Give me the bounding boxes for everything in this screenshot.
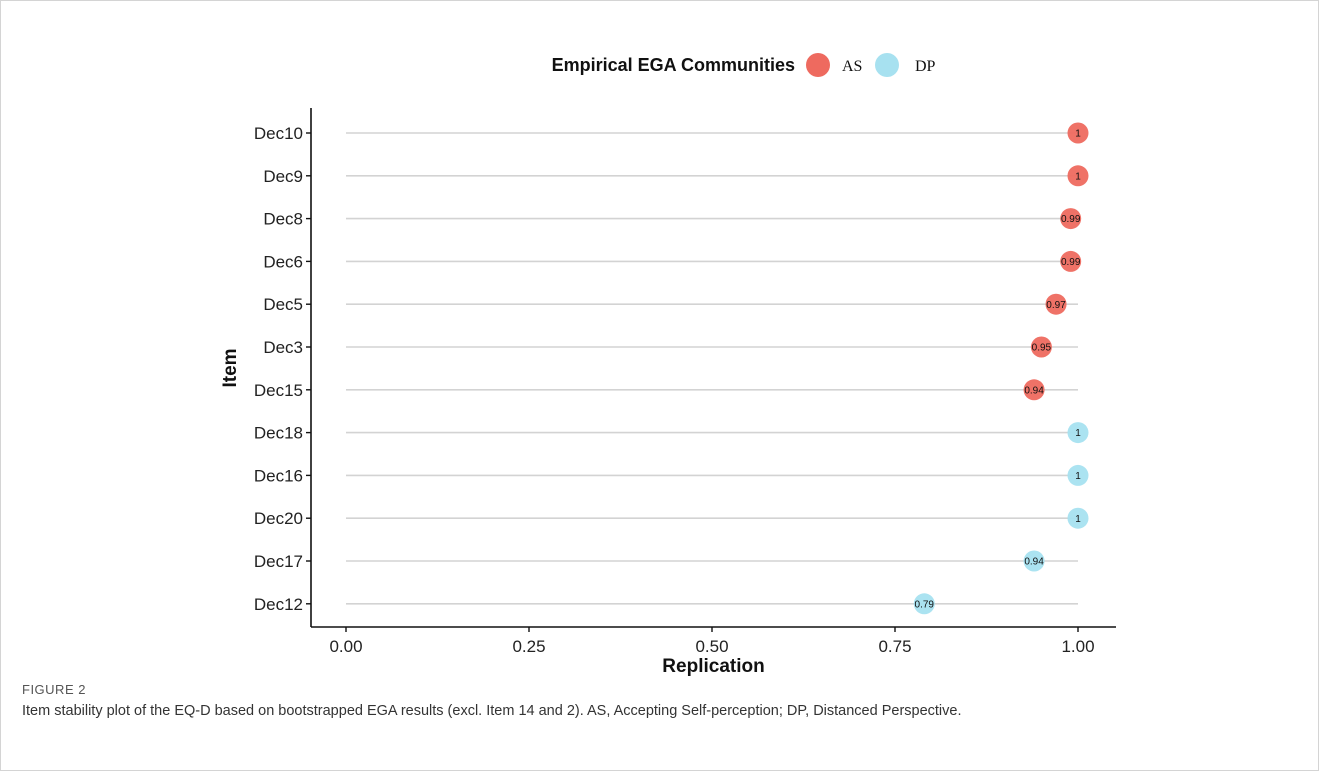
data-label: 0.79 [915,599,935,610]
data-label: 0.95 [1032,343,1052,354]
data-label: 0.97 [1046,300,1066,311]
data-point-dec10 [1067,122,1089,144]
y-tick-label: Dec6 [263,252,303,271]
data-label: 1 [1075,428,1081,439]
data-label: 0.94 [1024,385,1044,396]
x-axis-title: Replication [662,656,764,677]
y-tick-label: Dec12 [254,595,303,614]
figure-caption: Item stability plot of the EQ-D based on… [22,703,962,719]
legend-title: Empirical EGA Communities [552,55,795,75]
y-tick-label: Dec16 [254,466,303,485]
y-tick-label: Dec15 [254,381,303,400]
data-label: 0.99 [1061,214,1081,225]
y-tick-label: Dec8 [263,210,303,229]
data-point-dec16 [1067,464,1089,486]
figure-label: FIGURE 2 [22,682,86,697]
y-tick-label: Dec5 [263,295,303,314]
data-point-dec9 [1067,165,1089,187]
data-label: 1 [1075,129,1081,140]
x-tick-label: 0.00 [329,637,362,656]
data-point-dec3 [1030,336,1052,358]
data-label: 0.94 [1024,557,1044,568]
x-tick-label: 0.25 [512,637,545,656]
y-tick-label: Dec18 [254,424,303,443]
data-point-dec12 [913,593,935,615]
data-label: 0.99 [1061,257,1081,268]
data-label: 1 [1075,171,1081,182]
x-tick-label: 0.75 [878,637,911,656]
data-point-dec20 [1067,507,1089,529]
x-tick-label: 1.00 [1061,637,1094,656]
legend-label-dp: DP [915,58,936,75]
data-point-dec18 [1067,422,1089,444]
item-stability-chart: Empirical EGA Communities AS DP Dec10Dec9D… [220,53,1116,677]
legend-swatch-as [806,53,830,77]
data-point-dec8 [1060,208,1082,230]
y-tick-label: Dec9 [263,167,303,186]
data-point-dec17 [1023,550,1045,572]
y-tick-label: Dec17 [254,552,303,571]
legend: Empirical EGA Communities AS DP [552,53,936,77]
data-label: 1 [1075,471,1081,482]
legend-label-as: AS [842,58,862,75]
x-tick-label: 0.50 [695,637,728,656]
guide-lines [346,132,1078,605]
data-point-dec5 [1045,293,1067,315]
data-points: 1 1 0.99 0.99 0.97 0.95 0.94 1 1 1 0.94 0.79 [913,122,1089,615]
data-point-dec6 [1060,250,1082,272]
legend-swatch-dp [875,53,899,77]
axes: Dec10 Dec9 Dec8 Dec6 Dec5 Dec3 Dec15 Dec18 Dec16… [220,108,1116,677]
data-label: 1 [1075,514,1081,525]
data-point-dec15 [1023,379,1045,401]
y-tick-label: Dec20 [254,509,303,528]
y-tick-label: Dec10 [254,124,303,143]
y-tick-label: Dec3 [263,338,303,357]
y-axis-title: Item [220,348,241,387]
